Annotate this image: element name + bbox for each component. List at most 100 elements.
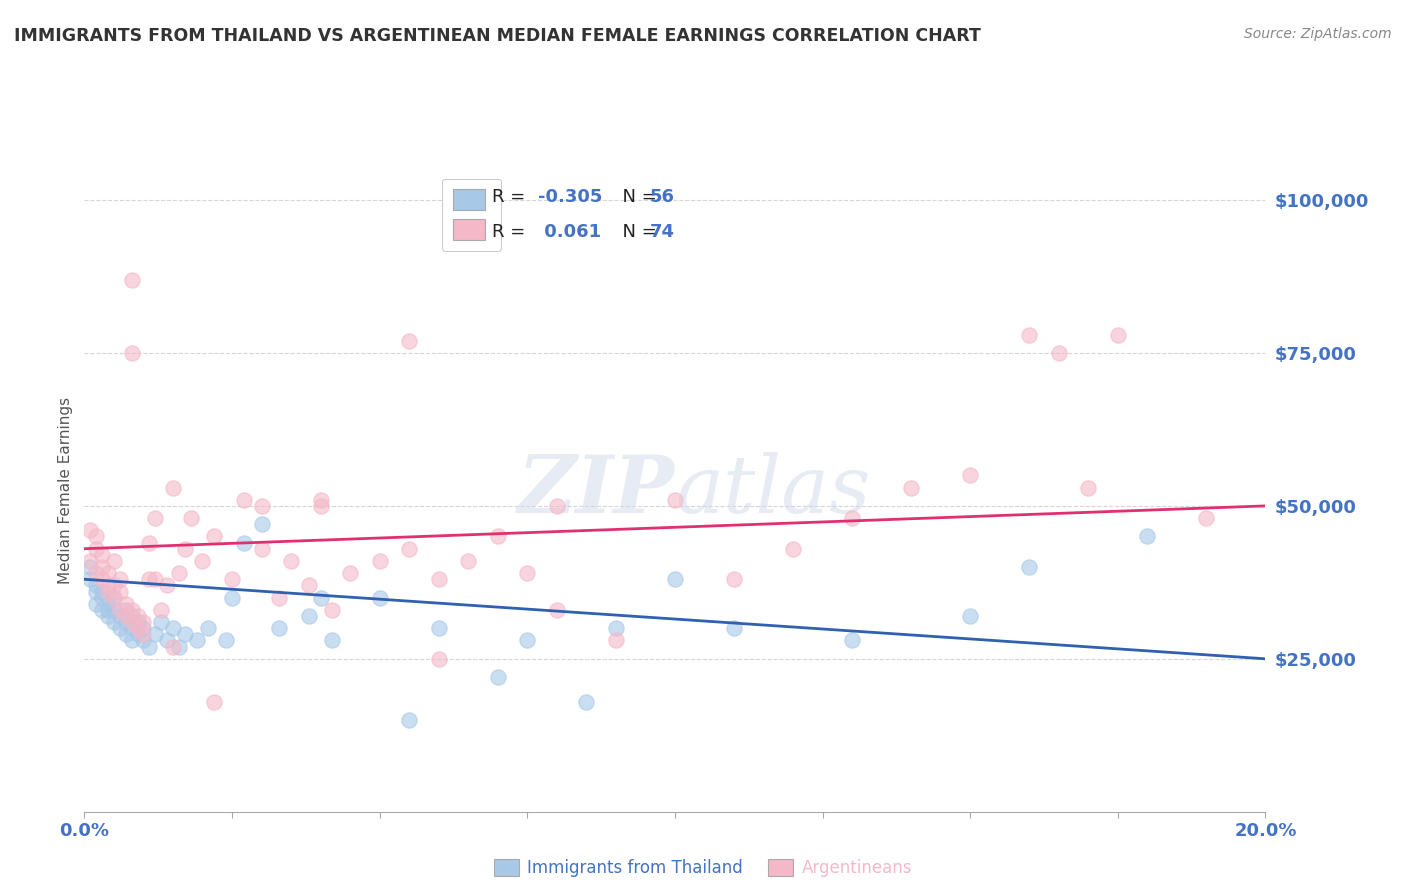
Point bbox=[664, 572, 686, 586]
Point bbox=[723, 621, 745, 635]
Point bbox=[398, 334, 420, 348]
Point bbox=[309, 591, 332, 605]
Point bbox=[127, 615, 149, 629]
Point bbox=[121, 609, 143, 624]
Point bbox=[605, 633, 627, 648]
Point bbox=[150, 615, 173, 629]
Point bbox=[427, 621, 450, 635]
Point bbox=[156, 633, 179, 648]
Point bbox=[138, 640, 160, 654]
Point bbox=[103, 591, 125, 605]
Point bbox=[398, 541, 420, 556]
Point bbox=[79, 554, 101, 568]
Point bbox=[1018, 560, 1040, 574]
Point bbox=[103, 603, 125, 617]
Point bbox=[84, 578, 107, 592]
Point bbox=[84, 566, 107, 581]
Point bbox=[321, 603, 343, 617]
Point bbox=[132, 615, 155, 629]
Point bbox=[215, 633, 238, 648]
Point bbox=[121, 621, 143, 635]
Text: 0.061: 0.061 bbox=[538, 223, 602, 241]
Text: N =: N = bbox=[612, 223, 662, 241]
Point bbox=[79, 560, 101, 574]
Point bbox=[516, 566, 538, 581]
Point bbox=[127, 609, 149, 624]
Point bbox=[121, 603, 143, 617]
Point bbox=[138, 572, 160, 586]
Text: -0.305: -0.305 bbox=[538, 187, 603, 205]
Point bbox=[143, 572, 166, 586]
Point bbox=[269, 591, 291, 605]
Point bbox=[202, 529, 225, 543]
Point bbox=[841, 633, 863, 648]
Text: R =: R = bbox=[492, 187, 531, 205]
Text: N =: N = bbox=[612, 187, 662, 205]
Point bbox=[368, 591, 391, 605]
Point bbox=[121, 615, 143, 629]
Point bbox=[298, 578, 321, 592]
Text: IMMIGRANTS FROM THAILAND VS ARGENTINEAN MEDIAN FEMALE EARNINGS CORRELATION CHART: IMMIGRANTS FROM THAILAND VS ARGENTINEAN … bbox=[14, 27, 981, 45]
Point bbox=[546, 603, 568, 617]
Point bbox=[516, 633, 538, 648]
Point bbox=[84, 541, 107, 556]
Point bbox=[132, 633, 155, 648]
Point bbox=[1195, 511, 1218, 525]
Point bbox=[723, 572, 745, 586]
Point bbox=[167, 566, 190, 581]
Point bbox=[605, 621, 627, 635]
Point bbox=[162, 621, 184, 635]
Point bbox=[79, 572, 101, 586]
Point bbox=[108, 572, 131, 586]
Point bbox=[84, 529, 107, 543]
Point bbox=[97, 578, 120, 592]
Point bbox=[368, 554, 391, 568]
Point bbox=[103, 615, 125, 629]
Point bbox=[900, 481, 922, 495]
Point bbox=[1107, 327, 1129, 342]
Point bbox=[132, 621, 155, 635]
Point bbox=[91, 560, 114, 574]
Point bbox=[173, 541, 195, 556]
Text: atlas: atlas bbox=[675, 452, 870, 529]
Point bbox=[309, 492, 332, 507]
Text: R =: R = bbox=[492, 223, 531, 241]
Point bbox=[1018, 327, 1040, 342]
Point bbox=[1047, 346, 1070, 360]
Point bbox=[1077, 481, 1099, 495]
Point bbox=[457, 554, 479, 568]
Point bbox=[91, 603, 114, 617]
Point bbox=[173, 627, 195, 641]
Point bbox=[138, 535, 160, 549]
Point bbox=[103, 591, 125, 605]
Point bbox=[114, 627, 136, 641]
Point bbox=[546, 499, 568, 513]
Point bbox=[575, 695, 598, 709]
Point bbox=[191, 554, 214, 568]
Point bbox=[221, 591, 243, 605]
Point bbox=[841, 511, 863, 525]
Point bbox=[309, 499, 332, 513]
Point bbox=[108, 584, 131, 599]
Point bbox=[959, 468, 981, 483]
Point bbox=[280, 554, 302, 568]
Point bbox=[127, 621, 149, 635]
Point bbox=[114, 615, 136, 629]
Point bbox=[150, 603, 173, 617]
Point bbox=[97, 566, 120, 581]
Legend: Immigrants from Thailand, Argentineans: Immigrants from Thailand, Argentineans bbox=[488, 852, 918, 884]
Point bbox=[132, 627, 155, 641]
Point bbox=[127, 627, 149, 641]
Point bbox=[103, 554, 125, 568]
Point bbox=[427, 572, 450, 586]
Point bbox=[1136, 529, 1159, 543]
Point bbox=[121, 272, 143, 286]
Point bbox=[114, 609, 136, 624]
Point bbox=[143, 627, 166, 641]
Point bbox=[84, 597, 107, 611]
Point bbox=[167, 640, 190, 654]
Point bbox=[664, 492, 686, 507]
Point bbox=[197, 621, 219, 635]
Point bbox=[162, 481, 184, 495]
Point bbox=[221, 572, 243, 586]
